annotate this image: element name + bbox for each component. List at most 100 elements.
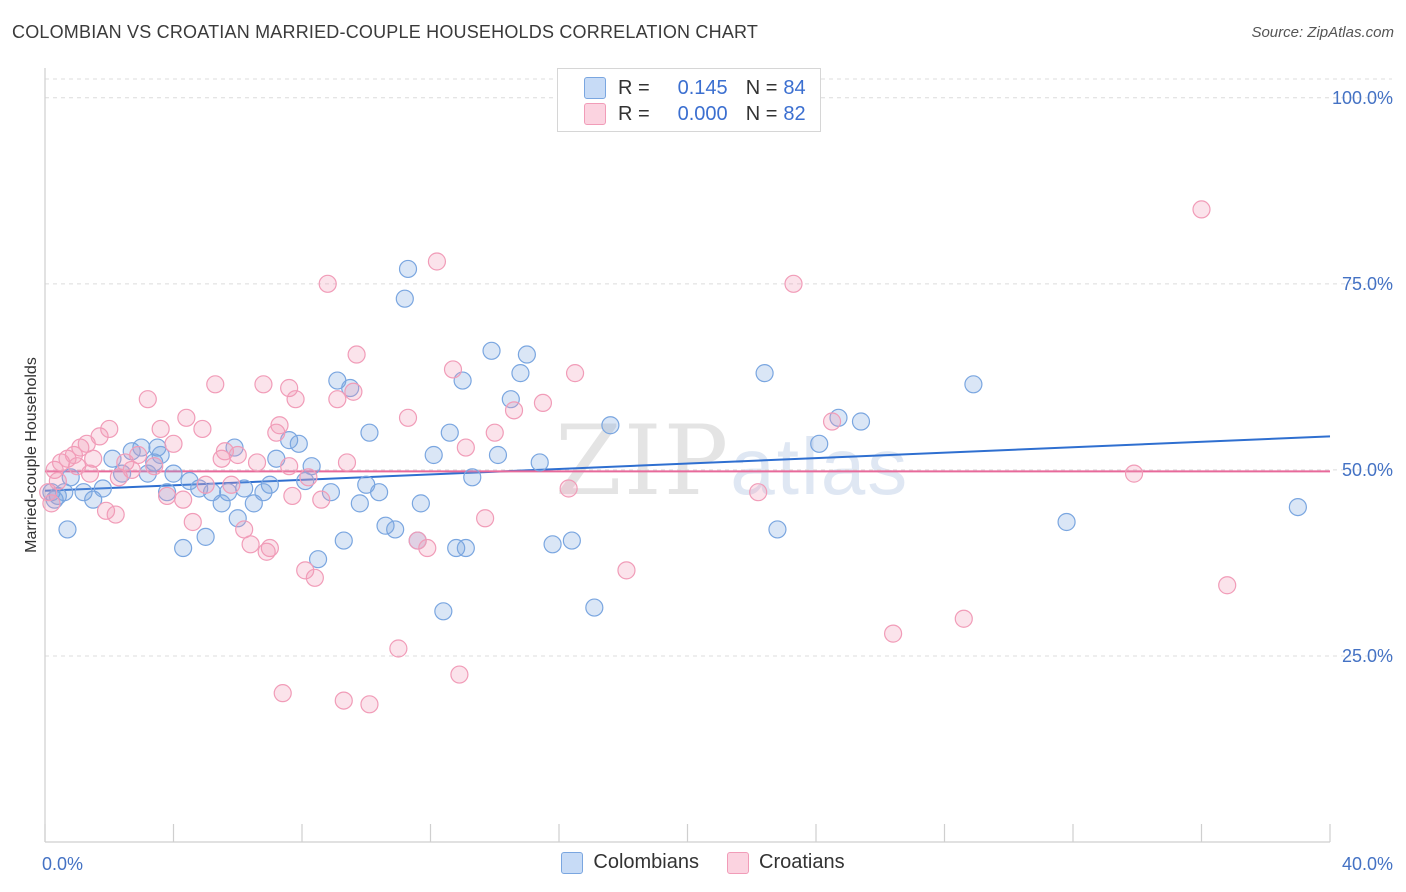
point-croatians (559, 479, 578, 498)
point-croatians (344, 382, 363, 401)
point-colombians (463, 468, 482, 487)
point-colombians (360, 423, 379, 442)
point-colombians (964, 375, 983, 394)
point-croatians (299, 468, 318, 487)
point-croatians (1218, 576, 1237, 595)
point-colombians (755, 364, 774, 383)
point-colombians (58, 520, 77, 539)
point-croatians (883, 624, 903, 643)
point-colombians (254, 483, 273, 502)
point-colombians (517, 345, 536, 364)
point-croatians (504, 401, 524, 420)
y-tick-label: 25.0% (1342, 646, 1393, 666)
point-colombians (151, 445, 170, 465)
legend-label-colombians: Colombians (593, 851, 699, 873)
point-croatians (42, 494, 61, 513)
point-colombians (488, 445, 508, 465)
point-croatians (257, 542, 276, 561)
watermark-atlas: atlas (730, 422, 910, 511)
point-colombians (511, 364, 530, 383)
chart-title: COLOMBIAN VS CROATIAN MARRIED-COUPLE HOU… (12, 22, 759, 42)
legend-r-label: R = (618, 102, 650, 125)
legend-n-value: 82 (783, 102, 806, 125)
point-croatians (418, 538, 437, 558)
x-tick-label: 40.0% (1342, 854, 1393, 874)
point-colombians (851, 412, 871, 431)
point-croatians (254, 375, 273, 394)
point-colombians (212, 494, 231, 513)
point-croatians (617, 561, 636, 580)
point-colombians (376, 516, 395, 535)
point-colombians (482, 341, 501, 360)
legend-n-value: 84 (783, 76, 806, 99)
point-croatians (334, 691, 353, 710)
point-colombians (424, 445, 443, 465)
source-label: Source: ZipAtlas.com (1251, 24, 1394, 41)
point-croatians (100, 419, 119, 439)
point-colombians (174, 538, 193, 558)
legend-item-croatians[interactable]: Croatians (727, 851, 845, 874)
point-croatians (565, 364, 585, 383)
legend-r-value: 0.145 (677, 76, 728, 99)
point-croatians (427, 252, 447, 271)
legend-row-colombians: R = 0.145 N = 84 (584, 76, 806, 100)
legend-swatch-pink (584, 103, 606, 125)
point-croatians (749, 483, 768, 502)
point-croatians (456, 438, 475, 457)
point-colombians (456, 538, 475, 558)
point-croatians (318, 274, 337, 293)
point-croatians (206, 375, 225, 394)
point-croatians (954, 609, 973, 628)
gridlines (45, 78, 1392, 657)
bottom-legend: Colombians Croatians (0, 851, 1406, 874)
point-croatians (347, 345, 366, 364)
point-croatians (443, 360, 463, 379)
legend-swatch-pink (727, 851, 749, 874)
point-croatians (389, 639, 408, 658)
point-croatians (328, 390, 347, 409)
point-croatians (177, 408, 196, 427)
legend-n-label: N = (745, 76, 778, 99)
point-colombians (530, 453, 549, 472)
point-croatians (476, 509, 495, 528)
point-colombians (601, 416, 620, 435)
point-croatians (164, 434, 183, 453)
y-tick-label: 75.0% (1342, 274, 1393, 294)
point-colombians (350, 494, 369, 513)
point-croatians (822, 412, 842, 431)
point-colombians (228, 509, 247, 528)
point-croatians (337, 453, 357, 472)
point-croatians (273, 684, 292, 703)
point-colombians (585, 598, 604, 617)
tick-labels: 25.0% 50.0% 75.0% 100.0% 0.0% 40.0% (42, 88, 1393, 874)
point-colombians (411, 494, 430, 513)
point-colombians (321, 483, 341, 502)
point-croatians (129, 445, 148, 465)
point-colombians (440, 423, 459, 442)
point-colombians (164, 464, 183, 483)
legend-r-value: 0.000 (677, 102, 728, 125)
point-colombians (398, 259, 418, 279)
point-croatians (305, 568, 324, 587)
point-croatians (45, 460, 64, 479)
point-croatians (1192, 200, 1211, 219)
point-croatians (286, 390, 305, 409)
watermark: ZIPatlas (555, 405, 909, 517)
point-croatians (68, 457, 87, 476)
axes (44, 68, 1331, 843)
point-croatians (283, 486, 302, 506)
point-colombians (810, 434, 829, 453)
point-colombians (370, 483, 389, 502)
point-colombians (302, 457, 321, 476)
trend-lines (44, 435, 1331, 492)
point-croatians (222, 475, 241, 494)
point-croatians (485, 423, 504, 442)
legend-item-colombians[interactable]: Colombians (561, 851, 699, 874)
point-croatians (360, 695, 379, 714)
trend-line-colombians (44, 435, 1331, 492)
point-colombians (386, 520, 405, 539)
point-croatians (109, 468, 128, 487)
legend-label-croatians: Croatians (759, 851, 845, 873)
point-croatians (138, 390, 157, 409)
